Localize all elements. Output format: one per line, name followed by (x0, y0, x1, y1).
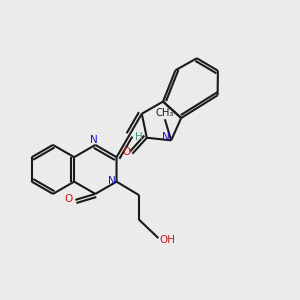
Text: H: H (135, 132, 142, 142)
Text: N: N (162, 132, 170, 142)
Text: N: N (109, 176, 116, 186)
Text: O: O (65, 194, 73, 204)
Text: CH₃: CH₃ (156, 108, 174, 118)
Text: N: N (90, 135, 98, 145)
Text: O: O (123, 147, 131, 157)
Text: OH: OH (159, 236, 175, 245)
